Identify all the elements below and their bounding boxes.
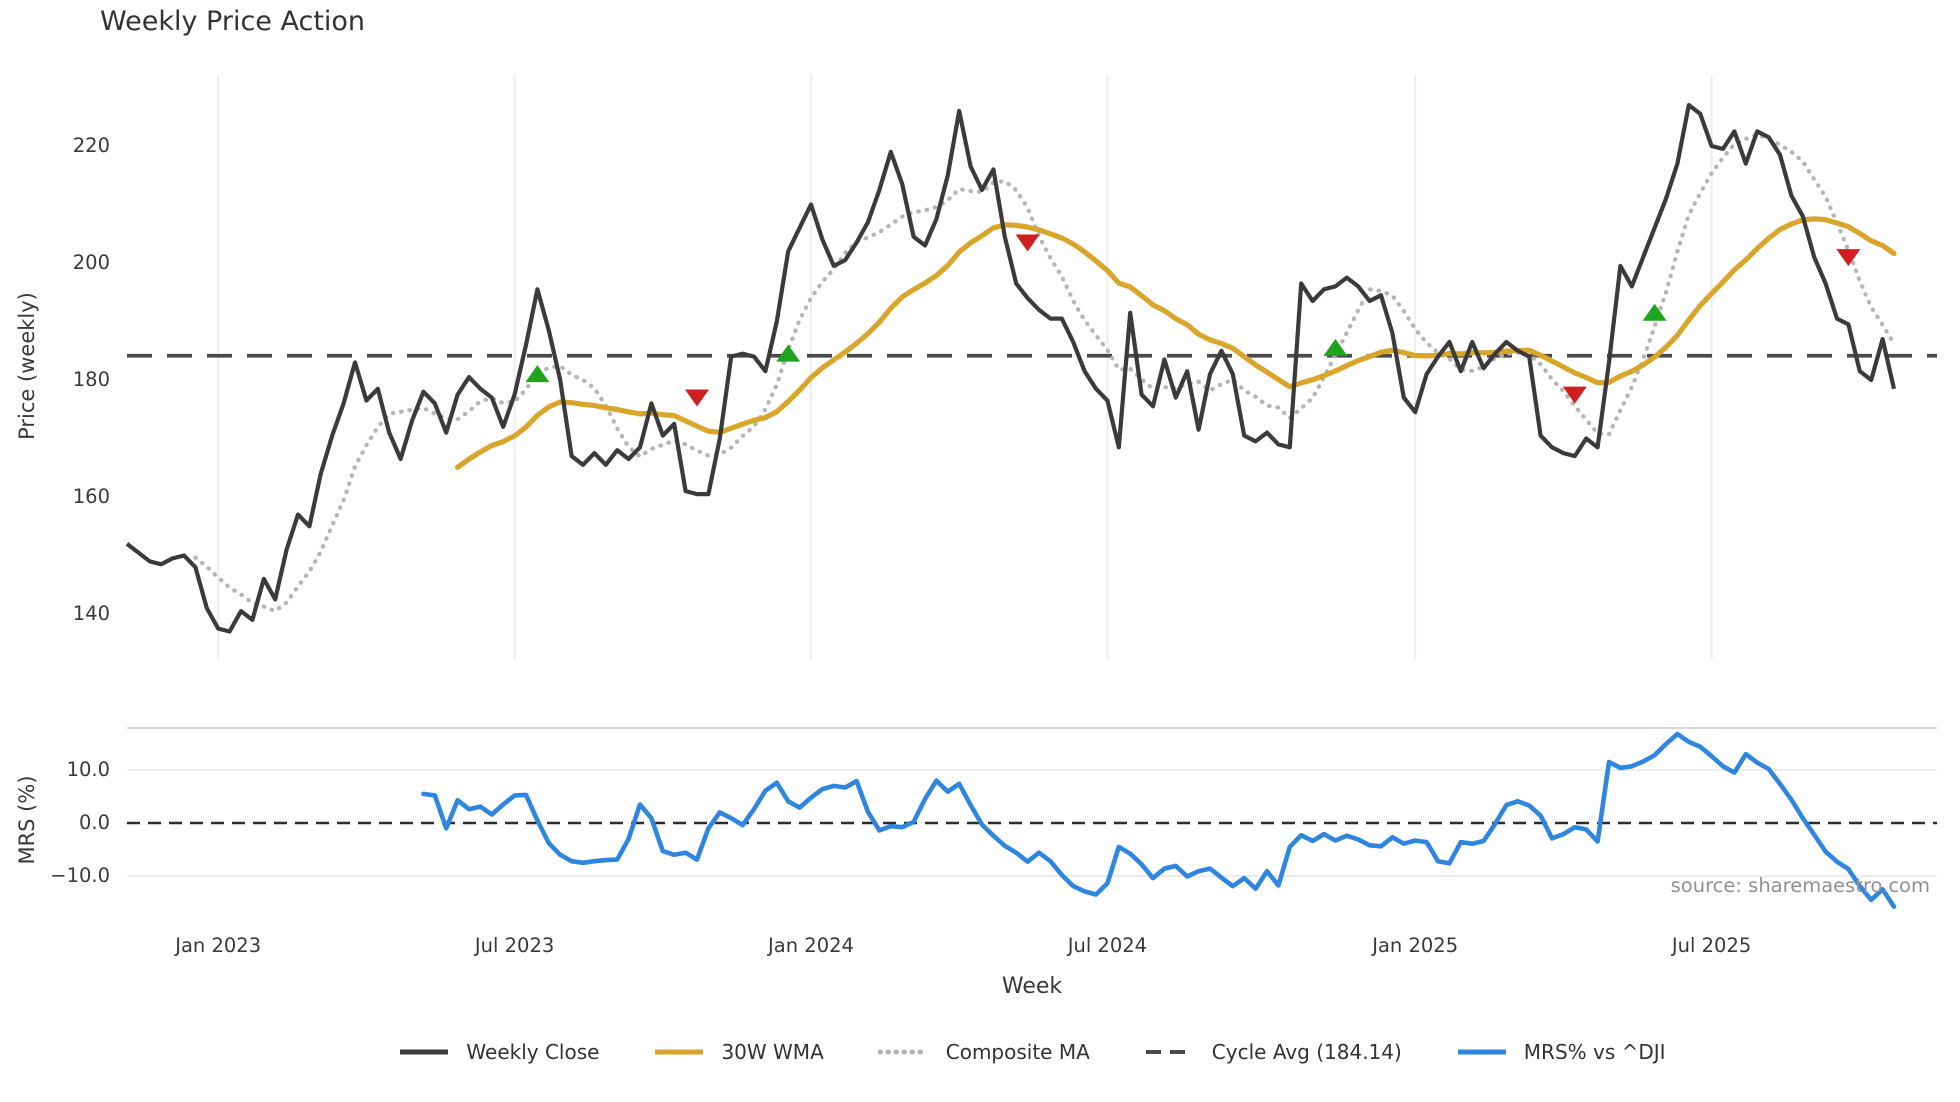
composite-ma-line: [193, 132, 1897, 614]
price-tick-label: 160: [72, 485, 110, 508]
legend-item: Cycle Avg (184.14): [1144, 1040, 1402, 1064]
x-tick-label: Jul 2025: [1671, 934, 1752, 957]
price-tick-label: 200: [72, 251, 110, 274]
legend-swatch-dotted: [877, 1049, 930, 1055]
price-tick-label: 220: [72, 134, 110, 157]
x-axis-label: Week: [1001, 974, 1063, 999]
legend-swatch-solid: [400, 1049, 449, 1055]
legend-item: Composite MA: [877, 1040, 1090, 1064]
legend: Weekly Close 30W WMA Composite MA Cycle Avg…: [127, 1040, 1937, 1064]
legend-label: Weekly Close: [466, 1040, 600, 1064]
sell-signal-marker: [1015, 234, 1040, 252]
mrs-line: [421, 731, 1897, 909]
legend-label: MRS% vs ^DJI: [1523, 1040, 1666, 1064]
buy-signal-marker: [1642, 303, 1667, 321]
chart-title: Weekly Price Action: [100, 6, 366, 37]
x-tick-label: Jan 2024: [768, 934, 854, 957]
sell-signal-marker: [1836, 249, 1861, 267]
source-watermark: source: sharemaestro.com: [1670, 874, 1930, 897]
legend-swatch-solid: [1457, 1049, 1506, 1055]
sell-signal-marker: [1562, 386, 1587, 404]
wma-line: [455, 216, 1897, 470]
x-tick-label: Jan 2023: [175, 934, 262, 957]
weekly-close-line: [125, 103, 1897, 634]
x-tick-label: Jul 2023: [474, 934, 555, 957]
mrs-tick-label: 10.0: [66, 758, 110, 781]
buy-signal-marker: [525, 365, 550, 383]
price-tick-label: 140: [72, 602, 110, 625]
legend-label: Composite MA: [945, 1040, 1090, 1064]
buy-signal-marker: [776, 344, 801, 362]
legend-item: 30W WMA: [653, 1040, 824, 1064]
mrs-tick-label: 0.0: [78, 811, 110, 834]
legend-item: MRS% vs ^DJI: [1456, 1040, 1666, 1064]
x-tick-label: Jan 2025: [1372, 934, 1459, 957]
mrs-tick-label: −10.0: [50, 864, 110, 887]
legend-swatch-dashed: [1145, 1050, 1194, 1054]
x-tick-label: Jul 2024: [1067, 934, 1148, 957]
legend-label: 30W WMA: [721, 1040, 824, 1064]
price-tick-label: 180: [72, 368, 110, 391]
legend-item: Weekly Close: [398, 1040, 599, 1064]
sell-signal-marker: [685, 389, 709, 407]
legend-swatch-solid: [655, 1049, 704, 1055]
buy-signal-marker: [1323, 338, 1348, 356]
legend-label: Cycle Avg (184.14): [1211, 1040, 1402, 1064]
